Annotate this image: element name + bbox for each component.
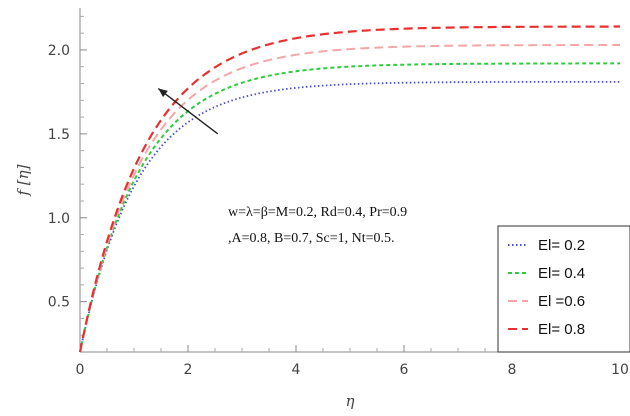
x-tick-label: 10 (611, 362, 629, 378)
legend-label-4: El= 0.8 (538, 321, 585, 338)
annotation-layer: w=λ=β=M=0.2, Rd=0.4, Pr=0.9 ,A=0.8, B=0.7… (228, 205, 407, 246)
legend: El= 0.2 El= 0.4 El =0.6 El= 0.8 (497, 225, 630, 353)
x-axis-title: η (346, 392, 355, 410)
annotation-line-1: w=λ=β=M=0.2, Rd=0.4, Pr=0.9 (228, 205, 407, 220)
x-tick-label: 8 (508, 362, 517, 378)
legend-label-2: El= 0.4 (538, 265, 585, 282)
legend-label-1: El= 0.2 (538, 237, 585, 254)
arrow-head (158, 88, 168, 98)
series-line-1 (79, 81, 620, 353)
arrow-shaft (157, 87, 219, 135)
arrow-layer (157, 87, 219, 135)
annotation-line-2: ,A=0.8, B=0.7, Sc=1, Nt=0.5. (228, 231, 395, 246)
series-line-2 (79, 62, 620, 353)
legend-label-3: El =0.6 (538, 293, 585, 310)
x-tick-label: 6 (400, 362, 409, 378)
x-tick-label: 4 (292, 362, 301, 378)
y-tick-label: 2.0 (48, 43, 70, 59)
legend-box (497, 225, 630, 353)
x-tick-label: 0 (76, 362, 85, 378)
series-layer (78, 25, 620, 353)
y-axis-title: f [η] (14, 164, 32, 196)
series-line-4 (78, 25, 620, 353)
x-tick-label: 2 (184, 362, 193, 378)
y-tick-label: 0.5 (48, 295, 70, 311)
y-tick-label: 1.0 (48, 211, 70, 227)
y-tick-label: 1.5 (48, 127, 70, 143)
axes: 0 2 4 6 8 10 0.5 1.0 1.5 2.0 η f [η] (14, 8, 629, 410)
series-line-3 (79, 44, 620, 353)
